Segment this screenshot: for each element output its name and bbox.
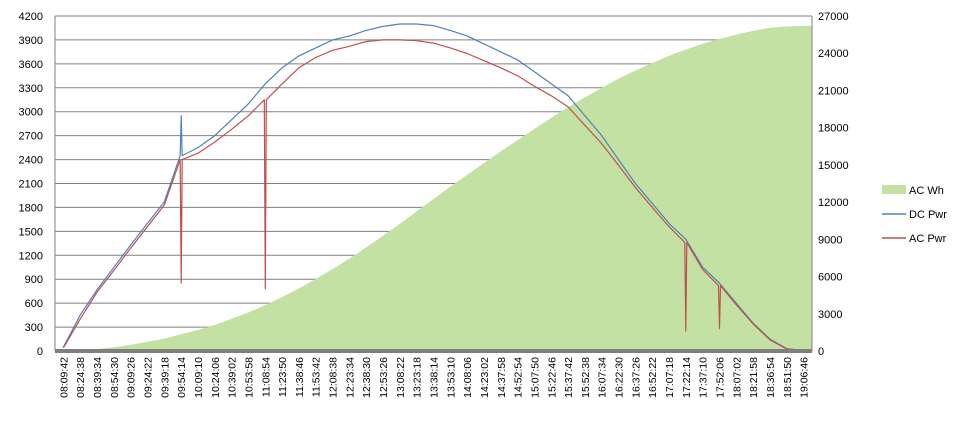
- y-left-tick: 1500: [19, 226, 43, 238]
- x-tick: 18:07:02: [731, 357, 743, 398]
- x-tick: 16:37:26: [630, 357, 642, 398]
- y-left-tick: 4200: [19, 11, 43, 23]
- y-left-tick: 3300: [19, 83, 43, 95]
- legend-label: AC Pwr: [909, 233, 947, 245]
- y-left-tick: 600: [25, 298, 43, 310]
- x-tick: 16:07:34: [597, 357, 609, 398]
- x-tick: 12:23:34: [344, 357, 356, 398]
- x-tick: 13:38:14: [429, 357, 441, 398]
- x-tick: 18:36:54: [765, 357, 777, 398]
- y-right-tick-labels: 0 3000 6000 9000 12000 15000 18000 21000 24000 27…: [818, 11, 849, 358]
- x-tick: 09:39:18: [159, 357, 171, 398]
- x-tick: 19:06:46: [799, 357, 811, 398]
- x-tick: 08:54:30: [109, 357, 121, 398]
- x-tick: 11:23:50: [277, 357, 289, 397]
- y-right-tick: 3000: [818, 309, 842, 321]
- x-tick: 15:37:42: [563, 357, 575, 398]
- legend-label: DC Pwr: [909, 209, 947, 221]
- y-right-tick: 21000: [818, 85, 849, 97]
- y-left-tick-labels: 0 300 600 900 1200 1500 1800 2100 2400 2700 3000 33…: [19, 11, 43, 358]
- x-tick: 08:24:38: [75, 357, 87, 398]
- x-tick: 08:09:42: [58, 357, 70, 398]
- x-axis-bar: [55, 349, 812, 353]
- y-right-tick: 12000: [818, 197, 849, 209]
- legend-item: AC Wh: [882, 185, 944, 197]
- y-left-tick: 900: [25, 274, 43, 286]
- y-right-tick: 6000: [818, 272, 842, 284]
- x-tick: 11:38:46: [294, 357, 306, 397]
- area-ac-wh: [55, 25, 812, 351]
- legend-item: DC Pwr: [882, 209, 947, 221]
- y-left-tick: 3600: [19, 59, 43, 71]
- y-left-tick: 1200: [19, 250, 43, 262]
- x-tick: 10:24:06: [210, 357, 222, 398]
- y-left-tick: 3000: [19, 107, 43, 119]
- x-tick: 11:08:54: [260, 357, 272, 397]
- x-tick: 09:24:22: [143, 357, 155, 398]
- x-tick: 14:37:58: [496, 357, 508, 398]
- y-left-tick: 3900: [19, 35, 43, 47]
- y-left-tick: 1800: [19, 202, 43, 214]
- y-left-tick: 2400: [19, 155, 43, 167]
- x-tick: 18:21:58: [748, 357, 760, 398]
- legend-label: AC Wh: [909, 185, 944, 197]
- x-tick: 10:39:02: [227, 357, 239, 398]
- y-left-tick: 0: [37, 346, 43, 358]
- y-right-tick: 24000: [818, 48, 849, 60]
- x-tick: 14:52:54: [513, 357, 525, 398]
- legend: AC Wh DC Pwr AC Pwr: [882, 185, 947, 245]
- x-tick: 14:23:02: [479, 357, 491, 398]
- x-tick: 10:53:58: [243, 357, 255, 398]
- x-tick: 14:08:06: [462, 357, 474, 398]
- legend-item: AC Pwr: [882, 233, 947, 245]
- x-tick: 15:07:50: [529, 357, 541, 398]
- y-left-tick: 2700: [19, 131, 43, 143]
- series-dc-pwr: [62, 23, 804, 352]
- x-tick: 15:52:38: [580, 357, 592, 398]
- x-tick: 10:09:10: [193, 357, 205, 398]
- x-tick: 16:52:22: [647, 357, 659, 398]
- area-layer: [55, 25, 812, 351]
- x-tick: 13:53:10: [445, 357, 457, 398]
- x-tick: 09:54:14: [176, 357, 188, 398]
- series-ac-pwr: [62, 39, 804, 352]
- x-tick: 17:37:10: [698, 357, 710, 398]
- y-left-tick: 300: [25, 322, 43, 334]
- x-tick: 09:09:26: [126, 357, 138, 398]
- x-tick: 12:38:30: [361, 357, 373, 398]
- y-right-tick: 18000: [818, 123, 849, 135]
- y-right-tick: 15000: [818, 160, 849, 172]
- legend-swatch: [882, 185, 906, 194]
- x-tick: 18:51:50: [782, 357, 794, 398]
- x-tick: 11:53:42: [311, 357, 323, 397]
- x-tick-labels: 08:09:42 08:24:38 08:39:34 08:54:30 09:09:26…: [58, 357, 810, 398]
- y-right-tick: 0: [818, 346, 824, 358]
- x-tick: 08:39:34: [92, 357, 104, 398]
- x-tick: 17:52:06: [714, 357, 726, 398]
- axis-layer: [54, 16, 813, 353]
- y-right-tick: 9000: [818, 234, 842, 246]
- x-tick: 12:53:26: [378, 357, 390, 398]
- x-tick: 17:07:18: [664, 357, 676, 398]
- x-tick: 15:22:46: [546, 357, 558, 398]
- x-tick: 13:08:22: [395, 357, 407, 398]
- x-tick: 16:22:30: [614, 357, 626, 398]
- y-right-tick: 27000: [818, 11, 849, 23]
- x-tick: 13:23:18: [412, 357, 424, 398]
- line-layer: [62, 23, 804, 352]
- x-tick: 17:22:14: [681, 357, 693, 398]
- x-tick: 12:08:38: [328, 357, 340, 398]
- y-left-tick: 2100: [19, 179, 43, 191]
